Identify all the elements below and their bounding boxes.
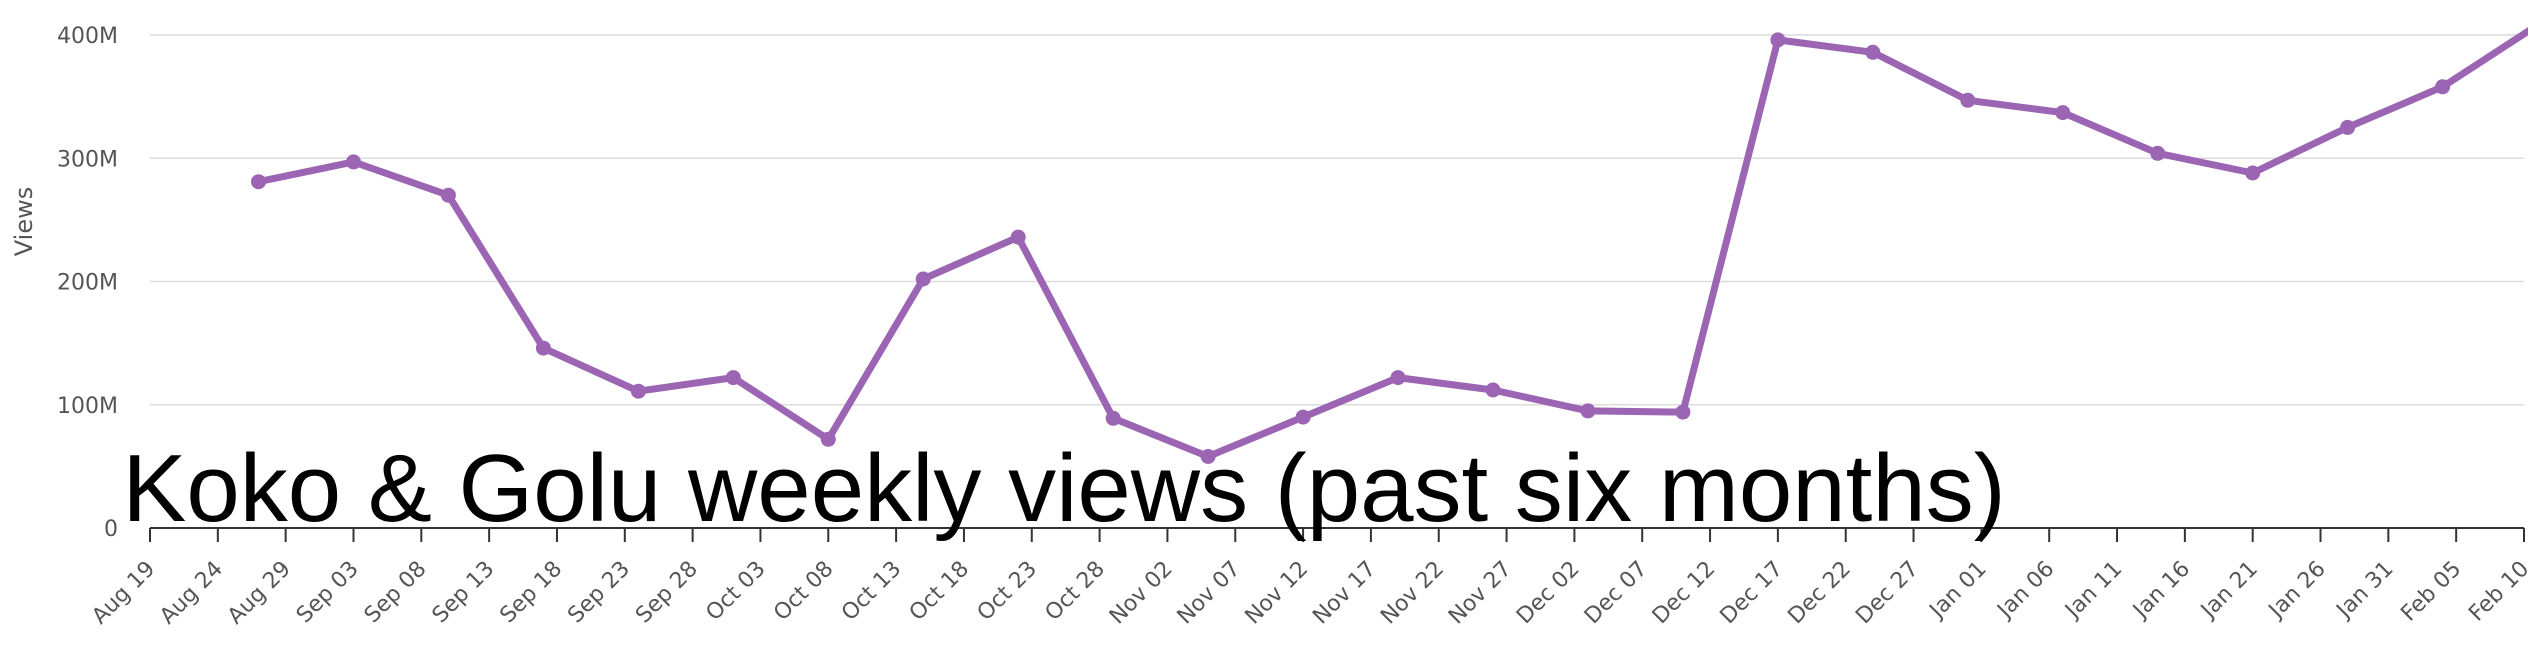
x-tick-label: Dec 27 — [1851, 557, 1924, 630]
data-point — [1485, 382, 1501, 398]
x-tick-label: Jan 06 — [1992, 557, 2060, 625]
x-tick-label: Aug 19 — [87, 557, 160, 630]
x-tick-label: Sep 23 — [563, 557, 635, 629]
y-tick-label: 300M — [57, 147, 118, 172]
x-tick-label: Nov 02 — [1105, 557, 1178, 630]
data-point — [1770, 32, 1786, 48]
data-point — [630, 383, 646, 399]
x-tick-label: Jan 01 — [1924, 557, 1992, 625]
data-point — [1200, 449, 1216, 464]
series-group — [251, 27, 2528, 464]
x-tick-label: Feb 10 — [2464, 557, 2528, 627]
data-point — [2435, 79, 2451, 95]
x-tick-label: Dec 07 — [1580, 557, 1653, 630]
x-tick-label: Sep 03 — [292, 557, 364, 629]
x-tick-label: Oct 28 — [1041, 557, 1110, 626]
x-tick-label: Dec 12 — [1648, 557, 1721, 630]
x-tick-label: Aug 24 — [155, 557, 228, 630]
data-point — [1580, 403, 1596, 419]
x-tick-label: Nov 27 — [1444, 557, 1517, 630]
data-point — [2340, 119, 2356, 135]
x-tick-label: Dec 17 — [1716, 557, 1789, 630]
data-point — [1390, 370, 1406, 386]
data-point — [1675, 404, 1691, 420]
x-tick-label: Sep 13 — [428, 557, 500, 629]
x-tick-label: Jan 26 — [2263, 557, 2331, 625]
data-point — [915, 271, 931, 287]
x-tick-label: Aug 29 — [223, 557, 296, 630]
x-tick-label: Dec 22 — [1783, 557, 1856, 630]
data-point — [725, 370, 741, 386]
y-tick-label: 100M — [57, 394, 118, 419]
x-tick-label: Oct 08 — [769, 557, 838, 626]
x-tick-label: Oct 23 — [973, 557, 1042, 626]
x-tick-label: Jan 11 — [2059, 557, 2127, 625]
y-tick-label: 200M — [57, 271, 118, 296]
data-point — [820, 431, 836, 447]
data-point — [2245, 165, 2261, 181]
x-tick-label: Oct 13 — [837, 557, 906, 626]
x-tick-label: Nov 17 — [1308, 557, 1381, 630]
data-point — [1105, 410, 1121, 426]
x-tick-label: Nov 22 — [1376, 557, 1449, 630]
gridlines — [150, 34, 2524, 406]
data-point — [2055, 105, 2071, 121]
x-tick-label: Jan 31 — [2331, 557, 2399, 625]
x-tick-label: Dec 02 — [1512, 557, 1585, 630]
x-tick-label: Jan 21 — [2195, 557, 2263, 625]
data-point — [1010, 229, 1026, 245]
y-tick-label: 0 — [104, 517, 118, 542]
x-tick-label: Jan 16 — [2127, 557, 2195, 625]
data-point — [1960, 92, 1976, 108]
y-tick-label: 400M — [57, 24, 118, 49]
x-tick-label: Oct 03 — [701, 557, 770, 626]
data-point — [346, 154, 361, 170]
x-tick-label: Nov 07 — [1173, 557, 1246, 630]
x-tick-label: Nov 12 — [1241, 557, 1314, 630]
y-axis-ticks: 0 100M 200M 300M 400M — [57, 24, 118, 542]
series-line — [255, 27, 2528, 460]
x-tick-label: Sep 08 — [360, 557, 432, 629]
y-axis-title: Views — [10, 187, 38, 256]
x-tick-label: Feb 05 — [2396, 557, 2466, 627]
x-tick-label: Oct 18 — [905, 557, 974, 626]
x-tick-label: Sep 28 — [631, 557, 703, 629]
data-point — [1295, 409, 1311, 425]
data-point — [251, 174, 266, 190]
chart-title: Koko & Golu weekly views (past six month… — [122, 435, 2005, 542]
data-point — [535, 340, 551, 356]
data-point — [1865, 44, 1881, 60]
data-point — [2150, 145, 2166, 161]
data-point — [440, 187, 456, 203]
x-tick-label: Sep 18 — [495, 557, 567, 629]
